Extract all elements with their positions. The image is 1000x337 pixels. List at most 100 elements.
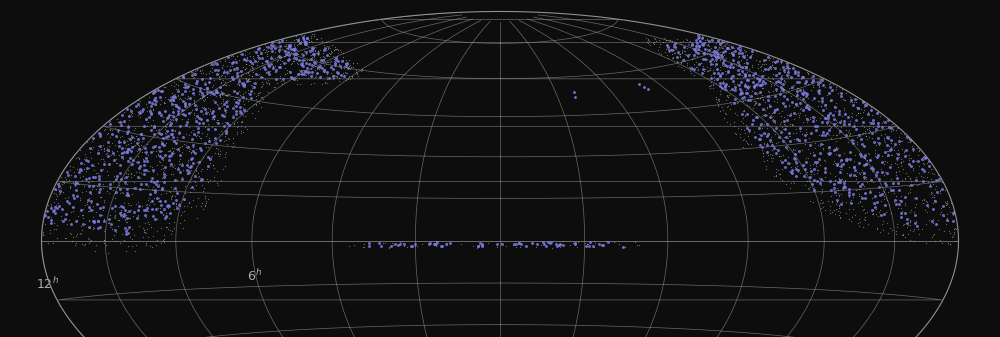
Point (709, 76, 725, 82)
Point (725, 73, 741, 79)
Point (186, 98, 202, 104)
Point (842, 99, 858, 105)
Point (833, 161, 849, 166)
Point (269, 81, 285, 86)
Point (798, 174, 814, 179)
Point (711, 96, 727, 102)
Point (90, 218, 106, 224)
Point (757, 113, 773, 118)
Point (125, 185, 141, 190)
Point (469, 245, 485, 250)
Point (800, 117, 816, 122)
Point (112, 134, 128, 140)
Point (138, 151, 154, 156)
Point (744, 121, 760, 126)
Point (161, 157, 177, 163)
Point (822, 90, 838, 96)
Point (137, 221, 153, 226)
Point (795, 74, 811, 80)
Point (168, 102, 184, 108)
Point (840, 122, 856, 127)
Point (888, 231, 904, 237)
Point (146, 89, 162, 95)
Point (714, 70, 730, 75)
Point (747, 101, 763, 107)
Point (284, 75, 300, 80)
Point (100, 148, 116, 153)
Point (92, 205, 108, 211)
Point (169, 205, 185, 211)
Point (898, 147, 914, 153)
Point (893, 163, 909, 168)
Point (156, 175, 172, 180)
Point (191, 116, 207, 121)
Point (221, 82, 237, 87)
Point (837, 177, 853, 183)
Point (71, 182, 87, 187)
Point (773, 85, 789, 90)
Point (69, 181, 85, 186)
Point (334, 58, 350, 63)
Point (737, 97, 753, 102)
Point (802, 185, 818, 190)
Point (56, 179, 72, 184)
Point (180, 116, 196, 121)
Point (911, 148, 927, 153)
Point (312, 64, 328, 69)
Point (98, 151, 114, 156)
Point (789, 163, 805, 168)
Point (739, 125, 755, 130)
Point (239, 55, 255, 61)
Point (850, 105, 866, 111)
Point (193, 203, 209, 209)
Point (137, 145, 153, 150)
Point (240, 90, 256, 95)
Point (802, 198, 818, 204)
Point (695, 34, 711, 40)
Point (301, 48, 317, 53)
Point (116, 137, 132, 143)
Point (170, 167, 186, 172)
Point (173, 111, 189, 117)
Point (871, 176, 887, 181)
Point (829, 186, 845, 191)
Point (812, 115, 828, 120)
Point (684, 41, 700, 47)
Point (668, 44, 684, 50)
Point (198, 111, 214, 116)
Point (146, 201, 162, 207)
Point (117, 217, 133, 222)
Point (196, 86, 212, 92)
Point (258, 43, 274, 49)
Point (151, 158, 167, 164)
Point (304, 46, 320, 52)
Point (905, 145, 921, 150)
Point (470, 243, 486, 249)
Point (684, 43, 700, 48)
Point (107, 195, 123, 201)
Point (842, 118, 858, 124)
Point (202, 160, 218, 165)
Point (222, 79, 238, 84)
Point (786, 111, 802, 116)
Point (775, 100, 791, 106)
Point (101, 161, 117, 167)
Point (905, 228, 921, 234)
Point (150, 152, 166, 157)
Point (246, 101, 262, 106)
Point (712, 49, 728, 54)
Point (761, 101, 777, 106)
Point (730, 54, 746, 60)
Point (265, 65, 281, 70)
Point (307, 44, 323, 50)
Point (124, 113, 140, 119)
Point (165, 148, 181, 154)
Point (180, 93, 196, 98)
Point (179, 119, 195, 124)
Point (169, 177, 185, 183)
Point (919, 209, 935, 215)
Point (225, 112, 241, 117)
Point (133, 131, 149, 137)
Point (807, 160, 823, 165)
Point (786, 156, 802, 161)
